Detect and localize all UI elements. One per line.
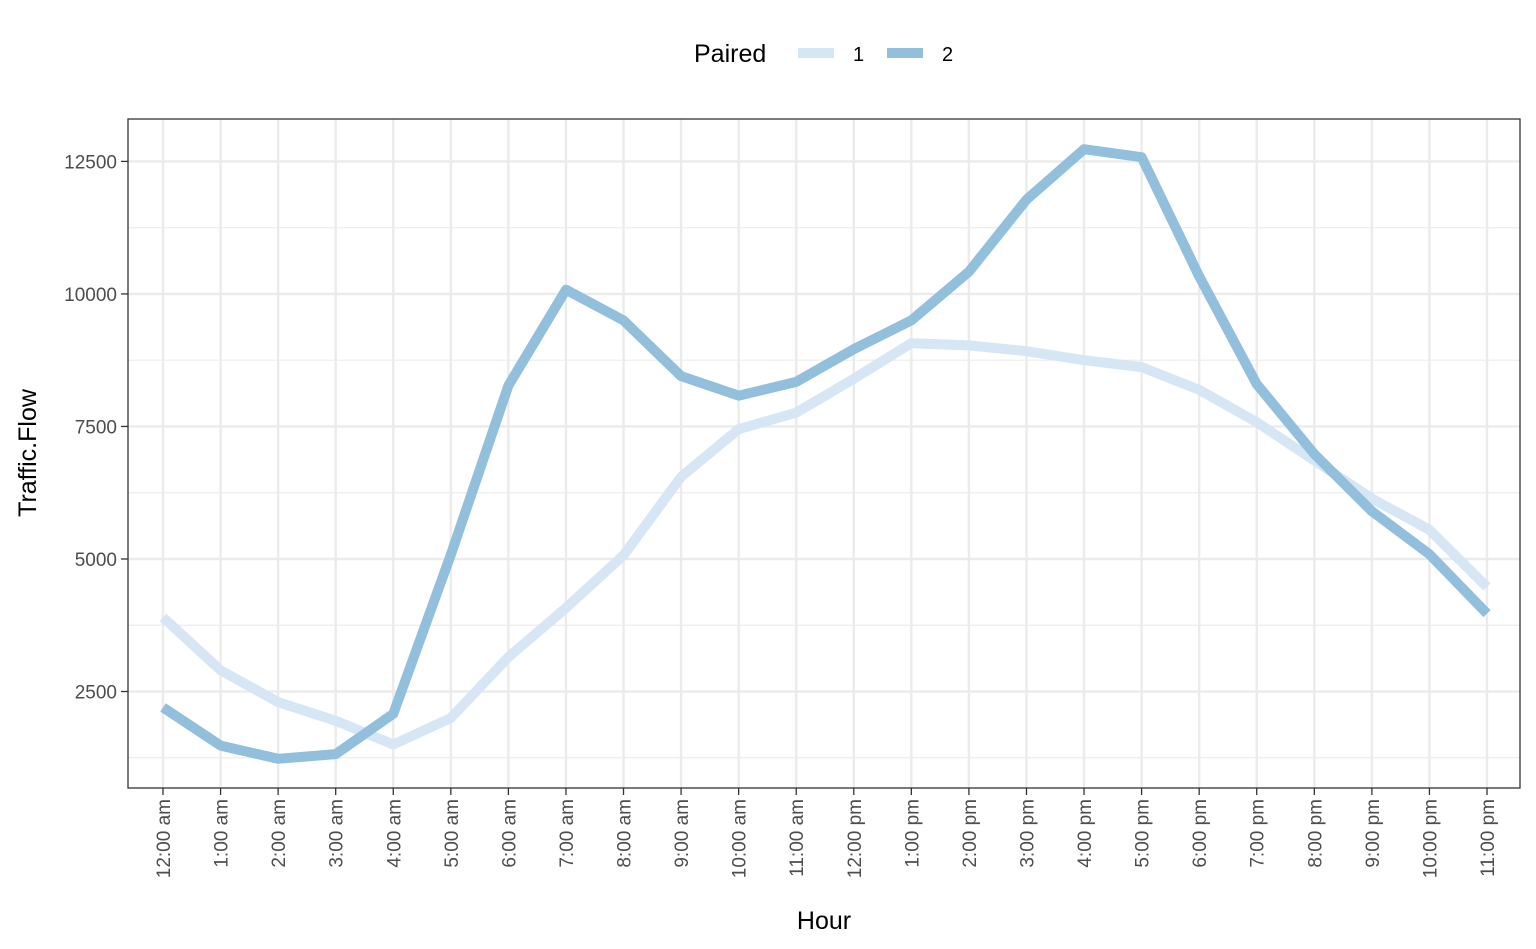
x-tick-label: 2:00 am [269, 799, 290, 868]
x-tick-label: 4:00 am [384, 799, 405, 868]
x-tick-label: 12:00 pm [845, 799, 866, 878]
x-tick-label: 1:00 pm [902, 799, 923, 868]
x-tick-label: 4:00 pm [1075, 799, 1096, 868]
minor-gridlines [128, 227, 1520, 759]
x-tick-label: 10:00 am [730, 799, 751, 878]
legend: Paired 1 2 [694, 40, 953, 68]
y-tick-label: 12500 [64, 152, 117, 173]
series-line-2 [160, 144, 1491, 764]
x-tick-label: 2:00 pm [960, 799, 981, 868]
plot-panel-border [127, 118, 1521, 789]
series-line-1 [159, 338, 1491, 750]
y-tick-label: 10000 [64, 285, 117, 306]
y-axis: 2500 5000 7500 10000 12500 [64, 152, 128, 704]
x-tick-label: 7:00 pm [1248, 799, 1269, 868]
x-tick-label: 7:00 am [557, 799, 578, 868]
x-tick-label: 3:00 pm [1017, 799, 1038, 868]
y-tick-label: 5000 [75, 550, 117, 571]
x-tick-label: 9:00 pm [1363, 799, 1384, 868]
x-tick-label: 3:00 am [327, 799, 348, 868]
x-axis-title: Hour [797, 907, 851, 935]
x-tick-label: 5:00 am [442, 799, 463, 868]
y-tick-label: 2500 [75, 683, 117, 704]
x-tick-label: 11:00 pm [1478, 799, 1499, 877]
major-gridlines [128, 119, 1520, 788]
x-tick-label: 5:00 pm [1133, 799, 1154, 868]
x-tick-label: 10:00 pm [1420, 799, 1441, 878]
series-lines [159, 144, 1491, 764]
legend-label-series-1: 1 [853, 44, 864, 66]
x-tick-label: 12:00 am [154, 799, 175, 878]
y-axis-title: Traffic.Flow [14, 388, 42, 517]
y-tick-label: 7500 [75, 417, 117, 438]
x-tick-label: 8:00 pm [1305, 799, 1326, 868]
legend-title: Paired [694, 40, 766, 68]
x-tick-label: 6:00 am [499, 799, 520, 868]
x-tick-label: 11:00 am [787, 799, 808, 877]
x-tick-label: 8:00 am [615, 799, 636, 868]
x-tick-label: 6:00 pm [1190, 799, 1211, 868]
x-tick-label: 1:00 am [212, 799, 233, 868]
x-axis: 12:00 am 1:00 am 2:00 am 3:00 am 4:00 am 5:00… [154, 788, 1499, 878]
legend-label-series-2: 2 [942, 44, 953, 66]
x-tick-label: 9:00 am [672, 799, 693, 868]
